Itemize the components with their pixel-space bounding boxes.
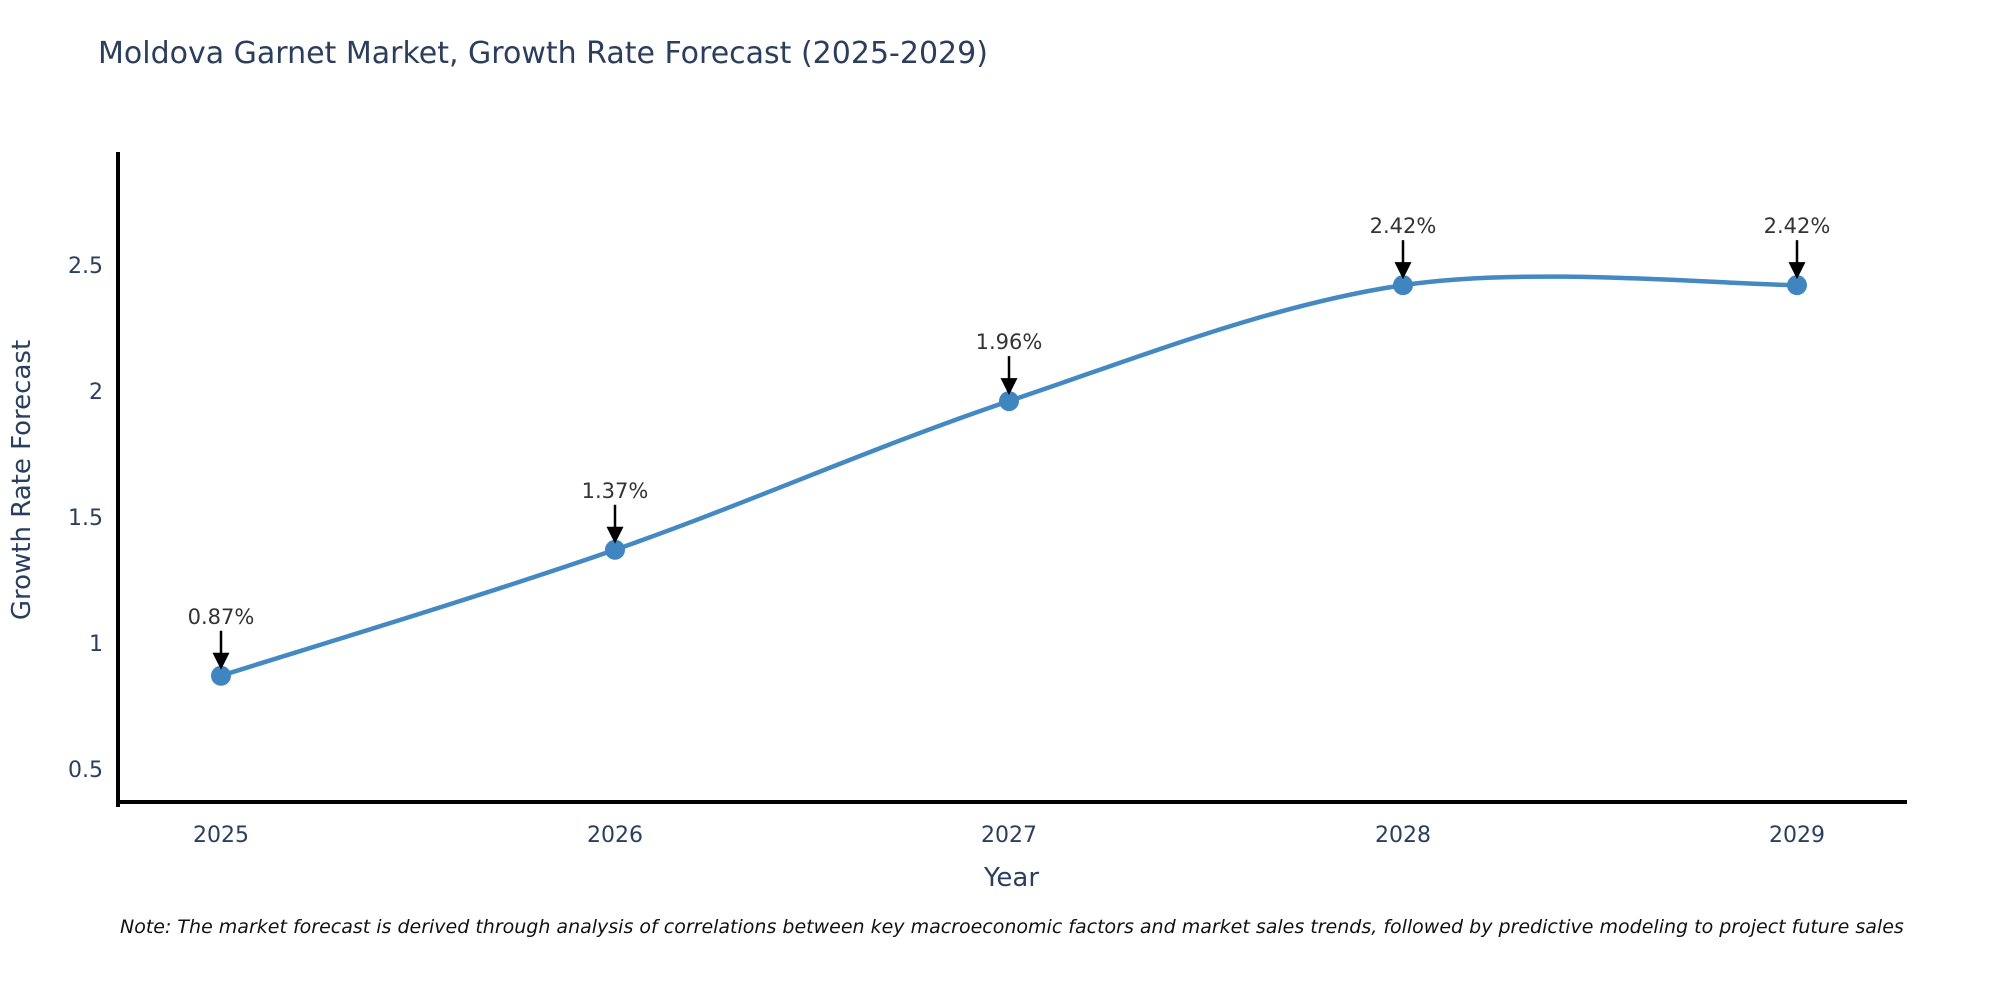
point-value-label: 1.96% <box>976 330 1043 354</box>
x-axis-title: Year <box>983 863 1039 893</box>
x-tick-label: 2028 <box>1375 823 1431 848</box>
annotation-arrowhead-icon <box>1788 262 1806 280</box>
y-tick-label: 2.5 <box>68 254 103 279</box>
point-value-label: 1.37% <box>582 479 649 503</box>
point-value-label: 2.42% <box>1370 214 1437 238</box>
x-tick-label: 2029 <box>1769 823 1825 848</box>
footnote: Note: The market forecast is derived thr… <box>120 916 1904 938</box>
data-point-marker <box>605 539 625 560</box>
chart-title: Moldova Garnet Market, Growth Rate Forec… <box>98 36 988 71</box>
annotation-arrowhead-icon <box>212 652 230 670</box>
point-value-label: 0.87% <box>188 605 255 629</box>
data-point-marker <box>999 391 1019 412</box>
y-tick-label: 0.5 <box>68 758 103 783</box>
y-tick-label: 1 <box>89 632 103 657</box>
y-axis-title: Growth Rate Forecast <box>7 340 37 620</box>
y-tick-label: 1.5 <box>68 506 103 531</box>
y-tick-label: 2 <box>89 380 103 405</box>
annotation-arrowhead-icon <box>1000 378 1018 396</box>
x-tick-label: 2026 <box>587 823 643 848</box>
data-point-marker <box>1393 275 1413 296</box>
annotation-arrowhead-icon <box>1394 262 1412 280</box>
x-tick-label: 2025 <box>193 823 249 848</box>
data-point-marker <box>1787 275 1807 296</box>
point-value-label: 2.42% <box>1764 214 1831 238</box>
x-tick-label: 2027 <box>981 823 1037 848</box>
annotation-arrowhead-icon <box>606 526 624 544</box>
data-point-marker <box>211 665 231 686</box>
